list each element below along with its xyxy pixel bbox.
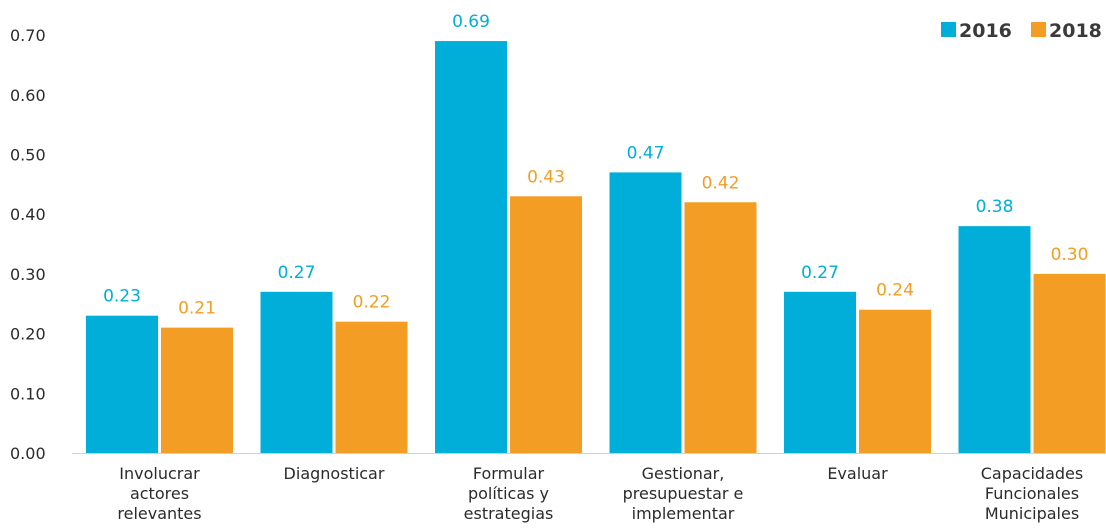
y-tick-label: 0.00	[10, 444, 46, 463]
data-label-2018-5: 0.30	[1051, 245, 1089, 265]
data-label-2016-2: 0.69	[452, 12, 490, 32]
bars: 0.23 0.21 0.27 0.22 0.69 0.43 0.47 0.42 0.27 0.24…	[86, 12, 1106, 454]
legend-swatch-2016	[941, 22, 956, 37]
y-tick-label: 0.20	[10, 325, 46, 344]
bar-2018-0	[161, 327, 233, 453]
data-label-2016-4: 0.27	[801, 263, 839, 283]
x-tick-label: Gestionar,	[642, 464, 725, 483]
bar-2016-2	[435, 41, 507, 453]
y-tick-label: 0.50	[10, 146, 46, 165]
x-tick-label: Evaluar	[827, 464, 888, 483]
bar-2016-0	[86, 315, 158, 453]
bar-2016-4	[784, 291, 856, 453]
legend: 2016 2018	[941, 20, 1102, 42]
bar-2018-1	[335, 321, 408, 453]
y-axis: 0.00 0.10 0.20 0.30 0.40 0.50 0.60 0.70	[10, 26, 46, 463]
bar-2016-3	[609, 172, 682, 453]
y-tick-label: 0.30	[10, 265, 46, 284]
x-tick-label: actores	[130, 484, 189, 503]
x-tick-label: relevantes	[117, 504, 201, 523]
x-tick-label: Funcionales	[985, 484, 1079, 503]
x-tick-label: Diagnosticar	[284, 464, 385, 483]
y-tick-label: 0.10	[10, 384, 46, 403]
bar-2018-3	[684, 202, 757, 453]
y-tick-label: 0.70	[10, 26, 46, 45]
y-tick-label: 0.60	[10, 86, 46, 105]
bar-2018-5	[1033, 273, 1106, 453]
x-tick-label: implementar	[632, 504, 735, 523]
y-tick-label: 0.40	[10, 205, 46, 224]
x-tick-label: presupuestar e	[623, 484, 744, 503]
bar-2018-2	[510, 196, 582, 454]
bar-2016-5	[958, 226, 1031, 453]
data-label-2018-3: 0.42	[702, 173, 740, 193]
data-label-2018-2: 0.43	[527, 167, 565, 187]
x-tick-label: Formular	[473, 464, 545, 483]
x-tick-label: Municipales	[985, 504, 1079, 523]
x-tick-label: Involucrar	[119, 464, 200, 483]
x-tick-label: estrategias	[464, 504, 554, 523]
data-label-2018-0: 0.21	[178, 299, 216, 319]
bar-2016-1	[260, 291, 333, 453]
data-label-2018-4: 0.24	[876, 281, 914, 301]
data-label-2016-3: 0.47	[627, 143, 665, 163]
data-label-2016-0: 0.23	[103, 287, 141, 307]
x-tick-label: Capacidades	[981, 464, 1083, 483]
bar-2018-4	[859, 309, 931, 453]
legend-label-2018: 2018	[1049, 20, 1102, 42]
legend-swatch-2018	[1031, 22, 1046, 37]
x-tick-label: políticas y	[468, 484, 549, 503]
data-label-2016-1: 0.27	[278, 263, 316, 283]
data-label-2018-1: 0.22	[353, 293, 391, 313]
data-label-2016-5: 0.38	[976, 197, 1014, 217]
legend-label-2016: 2016	[959, 20, 1012, 42]
